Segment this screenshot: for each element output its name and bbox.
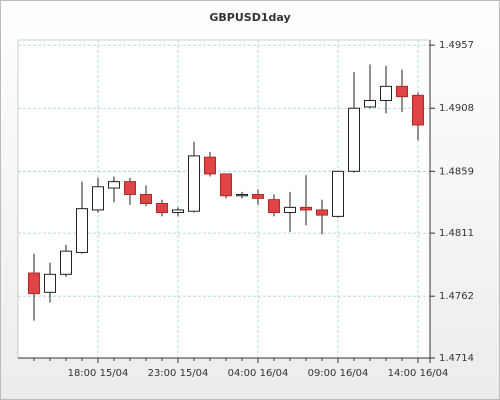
candle-body: [92, 186, 104, 211]
candle-body: [268, 199, 280, 214]
candle-body: [76, 208, 88, 253]
plot-area: [17, 39, 431, 359]
candle-body: [284, 206, 296, 214]
candle-body: [188, 155, 200, 212]
candle-body: [156, 203, 168, 214]
candle-body: [412, 94, 424, 126]
x-tick-label: 14:00 16/04: [388, 368, 449, 379]
y-tick-label: 1.4859: [439, 166, 474, 177]
y-tick-label: 1.4811: [439, 228, 474, 239]
x-tick-label: 09:00 16/04: [308, 368, 369, 379]
y-tick-label: 1.4714: [439, 353, 474, 364]
candle-body: [172, 209, 184, 214]
y-tick-label: 1.4762: [439, 291, 474, 302]
candle-body: [380, 85, 392, 102]
candle-body: [364, 100, 376, 108]
candle-body: [348, 107, 360, 172]
chart-title: GBPUSD1day: [209, 11, 290, 24]
candle-body: [332, 170, 344, 217]
candle-body: [236, 193, 248, 197]
x-tick-label: 18:00 15/04: [68, 368, 129, 379]
candle-body: [252, 193, 264, 199]
candle-body: [124, 181, 136, 195]
y-tick-label: 1.4957: [439, 40, 474, 51]
candle-body: [220, 173, 232, 197]
x-tick-label: 04:00 16/04: [228, 368, 289, 379]
candle-body: [300, 206, 312, 211]
candle-body: [44, 273, 56, 293]
y-tick-label: 1.4908: [439, 103, 474, 114]
candle-body: [204, 156, 216, 175]
candle-body: [396, 85, 408, 98]
candle-body: [108, 181, 120, 189]
candle-body: [140, 193, 152, 205]
x-tick-label: 23:00 15/04: [148, 368, 209, 379]
candle-body: [60, 250, 72, 275]
candle-body: [316, 209, 328, 216]
candle-body: [28, 272, 40, 295]
